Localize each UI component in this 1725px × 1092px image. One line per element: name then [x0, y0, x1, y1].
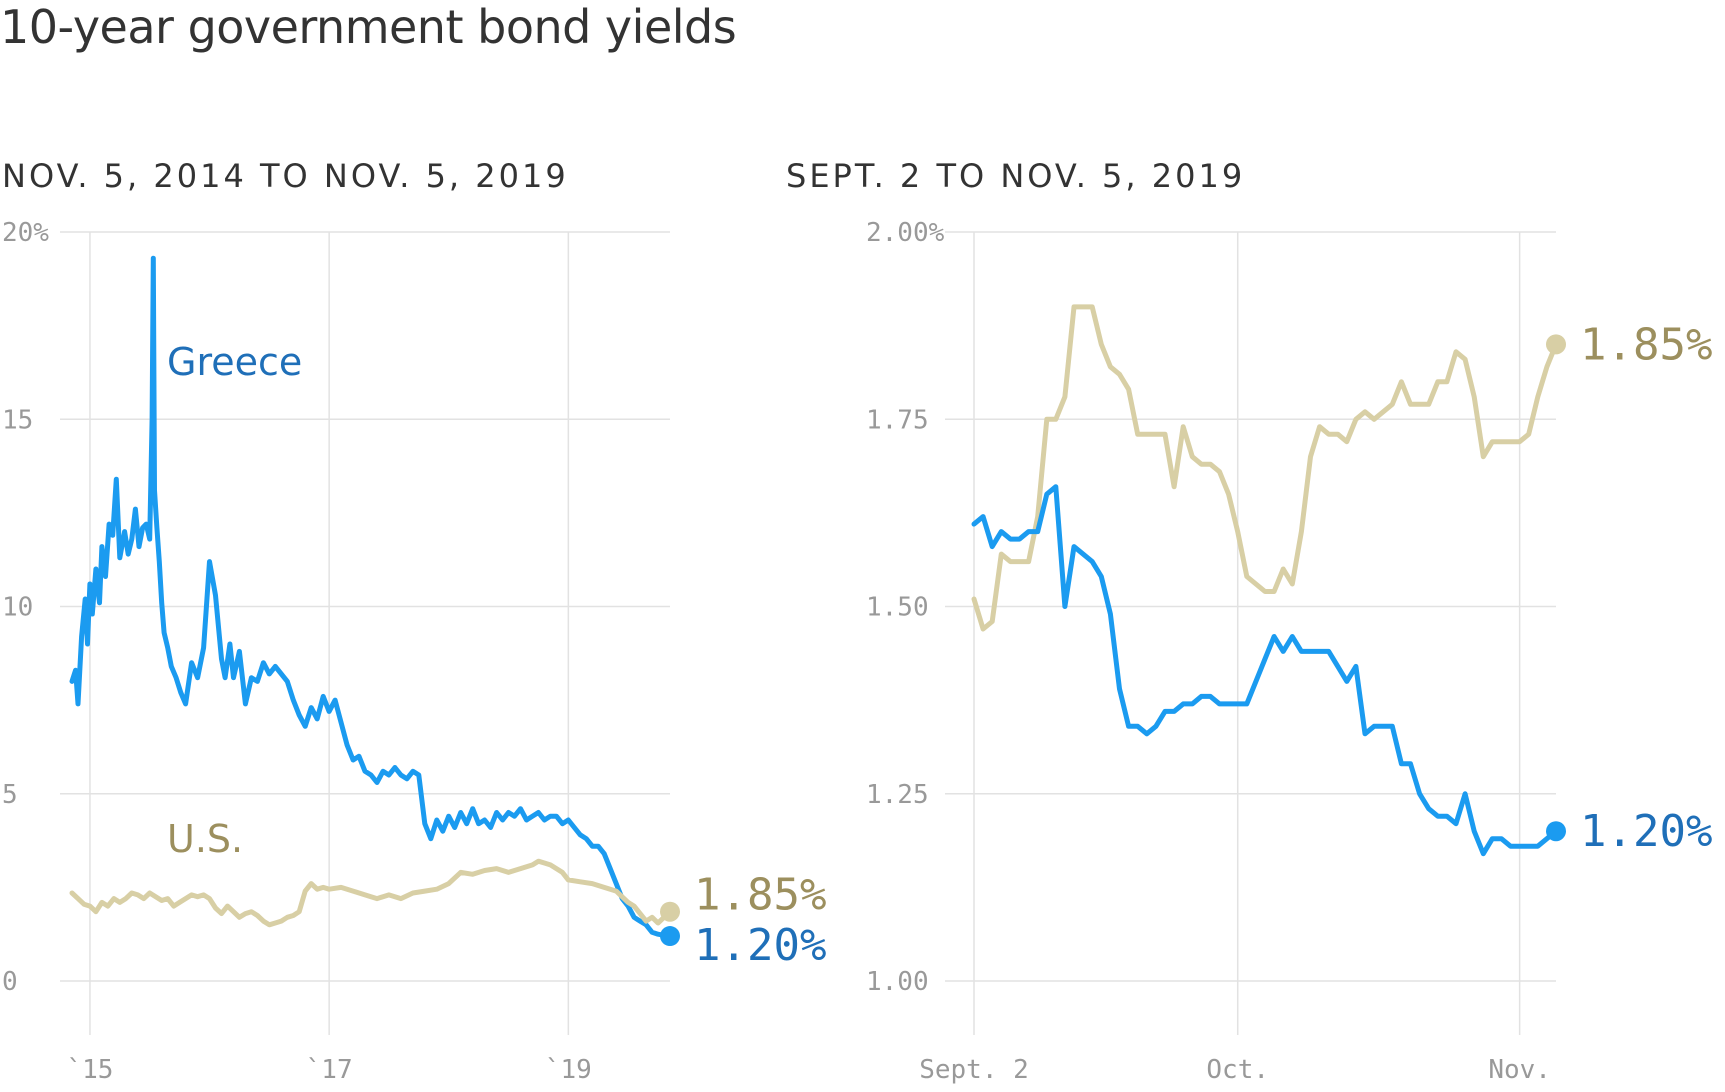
right-panel-title: SEPT. 2 TO NOV. 5, 2019 [786, 157, 1246, 195]
x-tick-label: `17 [306, 1055, 353, 1085]
x-tick-label: Sept. 2 [919, 1055, 1029, 1085]
left-panel-title: NOV. 5, 2014 TO NOV. 5, 2019 [2, 157, 569, 195]
y-tick-label: 0 [2, 967, 18, 997]
y-tick-label: 1.00 [866, 967, 929, 997]
end-value-us: 1.85% [694, 870, 826, 921]
y-tick-label: 10 [2, 593, 33, 623]
x-tick-label: `15 [66, 1055, 113, 1085]
end-marker-greece [660, 926, 680, 947]
end-value-greece: 1.20% [694, 920, 826, 971]
page-title: 10-year government bond yields [0, 0, 737, 54]
end-marker-greece [1546, 821, 1566, 842]
x-tick-label: `19 [545, 1055, 592, 1085]
series-line-us [69, 858, 673, 928]
y-tick-label: 1.25 [866, 780, 929, 810]
y-tick-label: 15 [2, 405, 33, 435]
end-marker-us [1546, 334, 1566, 355]
x-tick-label: Nov. [1488, 1055, 1551, 1085]
series-label-greece: Greece [167, 340, 302, 384]
y-tick-label: 1.75 [866, 405, 929, 435]
y-tick-label: 2.00% [866, 218, 945, 248]
y-tick-label: 1.50 [866, 593, 929, 623]
series-line-us [971, 304, 1559, 632]
x-tick-label: Oct. [1206, 1055, 1269, 1085]
end-value-us: 1.85% [1580, 319, 1712, 370]
series-line-greece [971, 484, 1559, 857]
y-tick-label: 5 [2, 780, 18, 810]
series-label-us: U.S. [167, 817, 243, 861]
y-tick-label: 20% [2, 218, 49, 248]
end-value-greece: 1.20% [1580, 806, 1712, 857]
series-line-greece [69, 255, 673, 939]
end-marker-us [660, 901, 680, 922]
